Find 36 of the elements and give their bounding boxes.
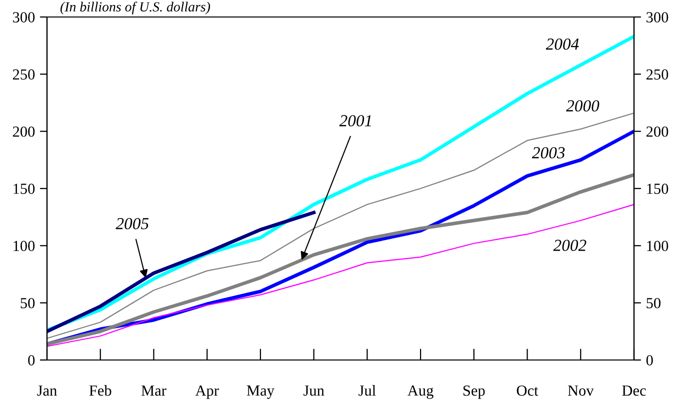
y-tick-label: 100 [14, 240, 35, 252]
x-tick-label: Apr [195, 386, 219, 399]
y2-tick-label: 200 [646, 126, 668, 137]
x-tick-label: Oct [516, 385, 538, 396]
y2-tick-label: 150 [647, 184, 668, 194]
x-tick-label: Nov [568, 386, 594, 396]
x-tick-label: Feb [89, 385, 112, 396]
x-tick-label: Jul [358, 385, 376, 396]
series-label: 2002 [553, 240, 586, 251]
y-tick-label: 0 [28, 355, 35, 366]
y-tick-label: 250 [12, 69, 35, 80]
line-series [47, 173, 634, 346]
y2-tick-label: 300 [646, 12, 668, 22]
x-tick-label: Jun [304, 386, 324, 396]
y-tick-label: 150 [14, 184, 35, 194]
series-label: 2004 [546, 38, 579, 50]
line-series [47, 204, 634, 347]
y2-tick-label: 100 [647, 240, 668, 252]
x-tick-label: Mar [141, 386, 166, 396]
y-tick-label: 300 [13, 12, 35, 22]
y-tick-label: 200 [12, 126, 35, 137]
x-tick-label: Dec [622, 386, 646, 396]
text: 2005 [116, 218, 149, 230]
x-tick-label: May [246, 386, 274, 399]
chart-subtitle: (In billions of U.S. dollars) [60, 2, 210, 14]
y2-tick-label: 50 [646, 298, 660, 308]
series-label: 2000 [566, 100, 600, 112]
y2-tick-label: 0 [646, 355, 653, 366]
series-label: 2003 [532, 147, 565, 158]
x-tick-label: Sep [463, 385, 485, 399]
y-tick-label: 50 [20, 298, 35, 308]
x-tick-label: Aug [408, 385, 434, 399]
y2-tick-label: 250 [646, 69, 668, 80]
x-tick-label: Jan [37, 386, 57, 396]
text: 2001 [339, 115, 371, 126]
line-series [47, 210, 316, 334]
